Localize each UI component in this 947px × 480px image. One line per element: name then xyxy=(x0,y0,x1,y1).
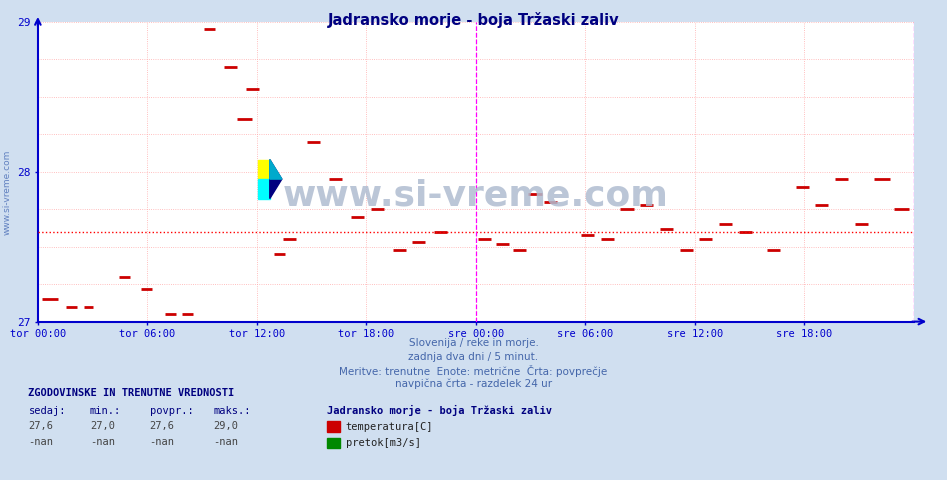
Polygon shape xyxy=(270,159,282,199)
Text: www.si-vreme.com: www.si-vreme.com xyxy=(3,149,12,235)
Text: 27,6: 27,6 xyxy=(150,421,174,431)
Text: -nan: -nan xyxy=(28,437,53,447)
Text: temperatura[C]: temperatura[C] xyxy=(346,422,433,432)
Text: -nan: -nan xyxy=(90,437,115,447)
Text: 29,0: 29,0 xyxy=(213,421,238,431)
Text: sedaj:: sedaj: xyxy=(28,406,66,416)
Polygon shape xyxy=(270,159,282,179)
Text: min.:: min.: xyxy=(90,406,121,416)
Text: 27,0: 27,0 xyxy=(90,421,115,431)
Text: Jadransko morje - boja Tržaski zaliv: Jadransko morje - boja Tržaski zaliv xyxy=(327,405,552,416)
Text: maks.:: maks.: xyxy=(213,406,251,416)
Text: Slovenija / reke in morje.: Slovenija / reke in morje. xyxy=(408,338,539,348)
Text: ZGODOVINSKE IN TRENUTNE VREDNOSTI: ZGODOVINSKE IN TRENUTNE VREDNOSTI xyxy=(28,388,235,398)
Bar xyxy=(258,160,270,179)
Text: pretok[m3/s]: pretok[m3/s] xyxy=(346,438,420,448)
Text: -nan: -nan xyxy=(150,437,174,447)
Text: 27,6: 27,6 xyxy=(28,421,53,431)
Text: -nan: -nan xyxy=(213,437,238,447)
Text: Meritve: trenutne  Enote: metrične  Črta: povprečje: Meritve: trenutne Enote: metrične Črta: … xyxy=(339,365,608,377)
Text: www.si-vreme.com: www.si-vreme.com xyxy=(283,179,669,213)
Text: povpr.:: povpr.: xyxy=(150,406,193,416)
Text: zadnja dva dni / 5 minut.: zadnja dva dni / 5 minut. xyxy=(408,352,539,362)
Text: navpična črta - razdelek 24 ur: navpična črta - razdelek 24 ur xyxy=(395,379,552,389)
Text: Jadransko morje - boja Tržaski zaliv: Jadransko morje - boja Tržaski zaliv xyxy=(328,12,619,28)
Bar xyxy=(258,179,270,199)
